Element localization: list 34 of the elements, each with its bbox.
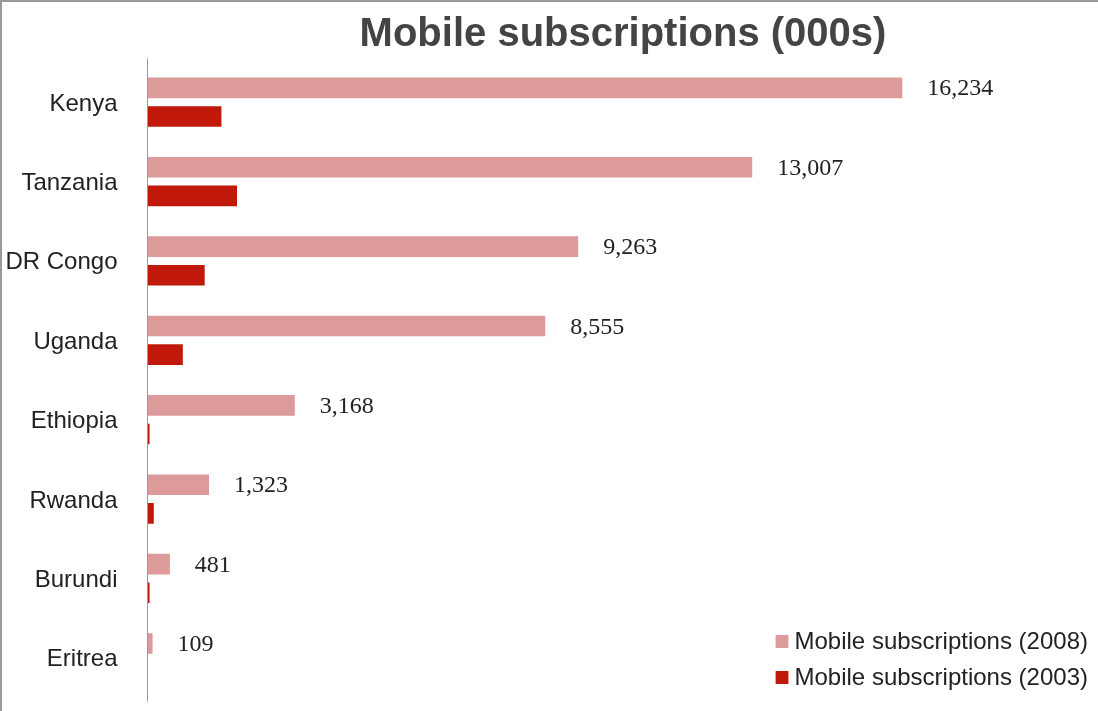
data-label: 3,168	[319, 391, 374, 418]
y-tick-label: Rwanda	[29, 485, 119, 513]
legend-label: Mobile subscriptions (2008)	[794, 627, 1088, 655]
bar	[147, 77, 903, 99]
data-label: 481	[194, 550, 231, 577]
bar	[147, 106, 222, 127]
y-tick-label: Ethiopia	[30, 406, 119, 434]
y-tick-label: Uganda	[33, 326, 119, 354]
y-tick-label: Eritrea	[46, 644, 119, 672]
bar	[147, 553, 170, 575]
bar	[147, 264, 205, 286]
data-label: 109	[177, 630, 214, 657]
bar	[147, 395, 295, 416]
y-tick-label: Kenya	[49, 88, 119, 116]
bar	[147, 156, 753, 178]
data-label: 13,007	[777, 153, 844, 180]
legend-label: Mobile subscriptions (2003)	[794, 663, 1088, 691]
bar	[147, 423, 150, 445]
bar	[147, 185, 237, 207]
data-label: 9,263	[603, 233, 658, 260]
data-label: 8,555	[570, 312, 625, 339]
bar	[147, 582, 150, 604]
data-label: 16,234	[927, 74, 994, 101]
y-tick-label: Burundi	[34, 564, 118, 592]
bar	[147, 503, 154, 524]
y-tick-label: Tanzania	[21, 168, 119, 196]
bar	[147, 633, 153, 654]
y-tick-label: DR Congo	[5, 247, 118, 275]
bar	[147, 315, 546, 337]
data-label: 1,323	[234, 471, 289, 498]
bar	[147, 474, 210, 496]
chart-title: Mobile subscriptions (000s)	[359, 9, 887, 54]
bar	[147, 236, 579, 257]
bar	[147, 344, 183, 365]
